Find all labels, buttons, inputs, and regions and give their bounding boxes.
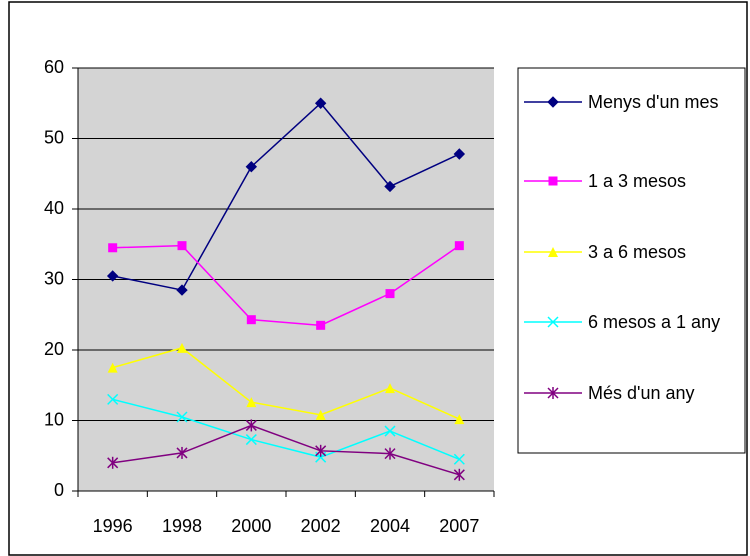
marker	[453, 468, 465, 481]
marker	[315, 409, 326, 420]
y-tick-label: 60	[44, 57, 64, 77]
marker-shape	[385, 289, 395, 299]
legend-label: 6 mesos a 1 any	[588, 312, 721, 332]
marker-shape	[385, 383, 395, 394]
marker-shape	[176, 411, 188, 423]
marker-shape	[176, 284, 188, 296]
marker-shape	[453, 453, 465, 465]
marker	[315, 444, 327, 457]
marker	[176, 411, 188, 423]
y-tick-label: 50	[44, 127, 64, 147]
marker-shape	[177, 342, 187, 353]
marker	[385, 383, 395, 394]
marker-shape	[245, 434, 257, 446]
legend-box	[517, 67, 746, 454]
marker-shape	[246, 315, 256, 325]
legend-label: Menys d'un mes	[588, 92, 719, 112]
marker	[547, 387, 559, 399]
marker-shape	[316, 320, 326, 330]
marker	[245, 160, 258, 173]
marker	[384, 447, 396, 460]
marker-shape	[547, 316, 559, 328]
series-line	[112, 244, 460, 327]
marker-shape	[548, 176, 558, 186]
marker-shape	[384, 180, 396, 193]
x-tick-label: 1996	[93, 516, 133, 536]
marker-shape	[548, 247, 558, 257]
marker-shape	[246, 397, 257, 408]
series-line	[112, 102, 460, 291]
marker	[547, 96, 559, 108]
marker	[316, 320, 326, 330]
series-line	[112, 398, 460, 460]
marker-shape	[107, 393, 119, 405]
marker	[106, 270, 119, 282]
marker-shape	[177, 241, 187, 251]
marker-shape	[245, 160, 258, 173]
legend-label: 3 a 6 mesos	[588, 242, 687, 262]
marker	[384, 180, 396, 193]
marker-shape	[384, 425, 396, 437]
marker	[384, 425, 396, 437]
x-tick-label: 1998	[162, 516, 202, 536]
marker	[385, 289, 395, 299]
marker	[107, 362, 118, 373]
marker	[108, 243, 118, 253]
marker-shape	[453, 148, 466, 160]
marker	[176, 446, 188, 459]
marker-shape	[315, 409, 326, 420]
marker	[453, 148, 466, 160]
marker-shape	[547, 96, 559, 108]
marker	[107, 393, 119, 405]
marker	[177, 241, 187, 251]
y-tick-label: 30	[44, 268, 64, 288]
marker	[548, 247, 558, 257]
marker	[454, 414, 465, 425]
marker	[177, 342, 187, 353]
marker-shape	[454, 414, 465, 425]
marker	[107, 456, 119, 469]
marker-shape	[454, 241, 464, 251]
marker	[453, 453, 465, 465]
marker	[245, 434, 257, 446]
legend-label: Més d'un any	[588, 383, 695, 403]
series-line	[112, 347, 460, 420]
marker	[245, 419, 257, 432]
marker	[176, 284, 188, 296]
x-tick-label: 2007	[439, 516, 479, 536]
marker-shape	[314, 97, 327, 109]
marker	[547, 316, 559, 328]
legend-label: 1 a 3 mesos	[588, 171, 687, 191]
marker	[314, 97, 327, 109]
marker-shape	[106, 270, 119, 282]
marker	[246, 315, 256, 325]
marker	[548, 176, 558, 186]
marker	[454, 241, 464, 251]
x-tick-label: 2004	[370, 516, 410, 536]
marker-shape	[108, 243, 118, 253]
y-tick-label: 20	[44, 339, 64, 359]
y-tick-label: 40	[44, 198, 64, 218]
series-line	[112, 424, 460, 476]
y-tick-label: 0	[54, 480, 64, 500]
marker	[246, 397, 257, 408]
marker-shape	[107, 362, 118, 373]
x-tick-label: 2000	[231, 516, 271, 536]
x-tick-label: 2002	[301, 516, 341, 536]
y-tick-label: 10	[44, 409, 64, 429]
